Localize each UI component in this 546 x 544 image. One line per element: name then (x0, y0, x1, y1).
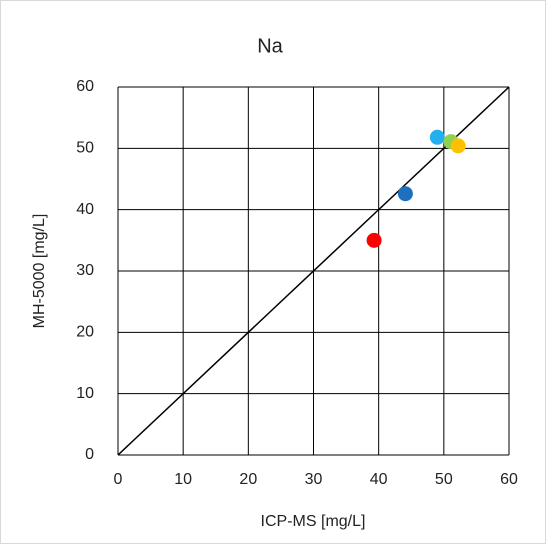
x-tick-label: 20 (239, 471, 257, 488)
y-axis-label: MH-5000 [mg/L] (31, 214, 48, 329)
y-tick-label: 10 (76, 385, 94, 402)
x-axis-label: ICP-MS [mg/L] (261, 513, 366, 530)
y-tick-label: 50 (76, 140, 94, 157)
x-tick-label: 10 (174, 471, 192, 488)
y-tick-label: 60 (76, 78, 94, 95)
x-tick-label: 60 (500, 471, 518, 488)
scatter-point (366, 232, 382, 248)
x-tick-label: 0 (114, 471, 123, 488)
x-tick-label: 40 (370, 471, 388, 488)
scatter-point (429, 129, 445, 145)
y-tick-label: 40 (76, 201, 94, 218)
chart-title: Na (257, 35, 283, 57)
reference-line (117, 86, 510, 456)
x-tick-label: 50 (435, 471, 453, 488)
y-tick-label: 0 (85, 446, 94, 463)
y-tick-label: 30 (76, 262, 94, 279)
scatter-point (397, 186, 413, 202)
scatter-point (450, 138, 466, 154)
x-tick-label: 30 (305, 471, 323, 488)
y-tick-label: 20 (76, 324, 94, 341)
